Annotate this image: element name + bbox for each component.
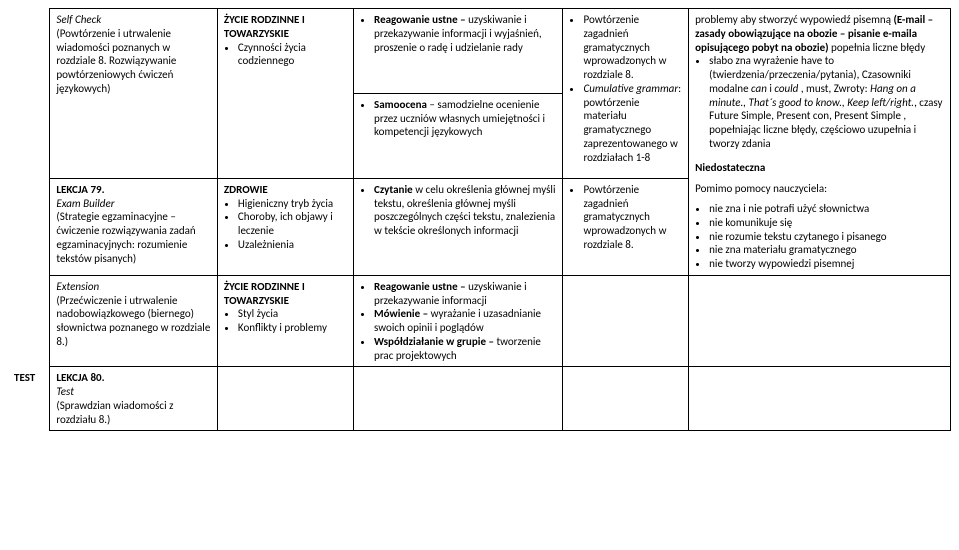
list: Reagowanie ustne – uzyskiwanie i przekaz… xyxy=(360,280,556,363)
list: Powtórzenie zagadnień gramatycznych wpro… xyxy=(569,183,682,252)
cell-empty-5 xyxy=(563,367,689,431)
list-item: Uzależnienia xyxy=(238,238,347,252)
cell-empty-1 xyxy=(563,275,689,367)
heading: ŻYCIE RODZINNE I TOWARZYSKIE xyxy=(224,13,347,41)
cell-samoocena: Samoocena – samodzielne ocenienie przez … xyxy=(354,93,563,178)
title: Self Check xyxy=(56,13,101,26)
sub: Extension xyxy=(56,280,211,294)
cell-empty-2 xyxy=(689,275,951,367)
cell-selfcheck: Self Check (Powtórzenie i utrwalenie wia… xyxy=(50,9,218,179)
cell-empty-4 xyxy=(354,367,563,431)
list-item: Choroby, ich objawy i leczenie xyxy=(238,210,347,238)
list-top: słabo zna wyrażenie have to (twierdzenia… xyxy=(695,54,944,150)
list-item: Reagowanie ustne – uzyskiwanie i przekaz… xyxy=(374,280,556,308)
t: , must, Zwroty: xyxy=(798,82,870,95)
list: Reagowanie ustne – uzyskiwanie i przekaz… xyxy=(360,13,556,54)
cell-empty-3 xyxy=(217,367,353,431)
list-item: nie zna i nie potrafi użyć słownictwa xyxy=(709,202,944,216)
heading-niedost: Niedostateczna xyxy=(695,161,944,175)
cell-zycie-2: ŻYCIE RODZINNE I TOWARZYSKIE Styl życiaK… xyxy=(217,275,353,367)
cell-lekcja80: LEKCJA 80. Test (Sprawdzian wiadomości z… xyxy=(50,367,218,431)
heading: ŻYCIE RODZINNE I TOWARZYSKIE xyxy=(224,280,347,308)
list-item: Mówienie – wyrażanie i uzasadnianie swoi… xyxy=(374,307,556,335)
list-item: nie tworzy wypowiedzi pisemnej xyxy=(709,257,944,271)
list-item: Higieniczny tryb życia xyxy=(238,197,347,211)
list-item: Styl życia xyxy=(238,307,347,321)
list-item: Reagowanie ustne – uzyskiwanie i przekaz… xyxy=(374,13,556,54)
body: (Przećwiczenie i utrwalenie nadobowiązko… xyxy=(56,294,211,349)
list: Samoocena – samodzielne ocenienie przez … xyxy=(360,98,556,139)
cell-extension: Extension (Przećwiczenie i utrwalenie na… xyxy=(50,275,218,367)
body: (Strategie egzaminacyjne – ćwiczenie roz… xyxy=(56,210,211,265)
spacer xyxy=(8,275,50,367)
body: (Powtórzenie i utrwalenie wiadomości poz… xyxy=(56,27,211,96)
spacer xyxy=(8,9,50,94)
cell-reagowanie-2: Reagowanie ustne – uzyskiwanie i przekaz… xyxy=(354,275,563,367)
list-item: Współdziałanie w grupie – tworzenie prac… xyxy=(374,335,556,363)
list-item: nie zna materiału gramatycznego xyxy=(709,243,944,257)
cell-zdrowie: ZDROWIE Higieniczny tryb życiaChoroby, i… xyxy=(217,178,353,275)
t: could xyxy=(774,82,798,95)
cell-powt-1: Powtórzenie zagadnień gramatycznych wpro… xyxy=(563,9,689,179)
t: popełnia liczne błędy xyxy=(829,41,926,54)
spacer xyxy=(8,93,50,178)
t: problemy aby stworzyć wypowiedź pisemną xyxy=(695,13,893,26)
cell-czytanie: Czytanie w celu określenia głównej myśli… xyxy=(354,178,563,275)
body: (Sprawdzian wiadomości z rozdziału 8.) xyxy=(56,399,211,427)
heading: ZDROWIE xyxy=(224,183,347,197)
list-item: nie rozumie tekstu czytanego i pisanego xyxy=(709,230,944,244)
cell-empty-6 xyxy=(689,367,951,431)
list: Styl życiaKonflikty i problemy xyxy=(224,307,347,335)
spacer xyxy=(8,178,50,275)
list-item: Samoocena – samodzielne ocenienie przez … xyxy=(374,98,556,139)
cell-lekcja79: LEKCJA 79. Exam Builder (Strategie egzam… xyxy=(50,178,218,275)
cell-zycie-1: ŻYCIE RODZINNE I TOWARZYSKIE Czynności ż… xyxy=(217,9,353,179)
list: Czynności życia codziennego xyxy=(224,41,347,69)
title: LEKCJA 80. xyxy=(56,371,211,385)
para2: Pomimo pomocy nauczyciela: xyxy=(695,182,944,196)
list: Higieniczny tryb życiaChoroby, ich objaw… xyxy=(224,197,347,252)
cell-reagowanie-1: Reagowanie ustne – uzyskiwanie i przekaz… xyxy=(354,9,563,94)
list: Czytanie w celu określenia głównej myśli… xyxy=(360,183,556,238)
title: LEKCJA 79. xyxy=(56,183,211,197)
list: Powtórzenie zagadnień gramatycznych wpro… xyxy=(569,13,682,164)
sub: Exam Builder xyxy=(56,197,211,211)
cell-right: problemy aby stworzyć wypowiedź pisemną … xyxy=(689,9,951,276)
test-label: TEST xyxy=(8,367,50,431)
para1: problemy aby stworzyć wypowiedź pisemną … xyxy=(695,13,944,54)
sub: Test xyxy=(56,385,211,399)
li: słabo zna wyrażenie have to (twierdzenia… xyxy=(709,54,944,150)
list-item: Cumulative grammar: powtórzenie materiał… xyxy=(583,82,682,165)
list-bottom: nie zna i nie potrafi użyć słownictwanie… xyxy=(695,202,944,271)
curriculum-table: Self Check (Powtórzenie i utrwalenie wia… xyxy=(8,8,951,431)
list-item: Konflikty i problemy xyxy=(238,321,347,335)
list-item: Powtórzenie zagadnień gramatycznych wpro… xyxy=(583,13,682,82)
t: can xyxy=(751,82,767,95)
list-item: Powtórzenie zagadnień gramatycznych wpro… xyxy=(583,183,682,252)
list-item: Czytanie w celu określenia głównej myśli… xyxy=(374,183,556,238)
cell-powt-2: Powtórzenie zagadnień gramatycznych wpro… xyxy=(563,178,689,275)
list-item: nie komunikuje się xyxy=(709,216,944,230)
list-item: Czynności życia codziennego xyxy=(238,41,347,69)
